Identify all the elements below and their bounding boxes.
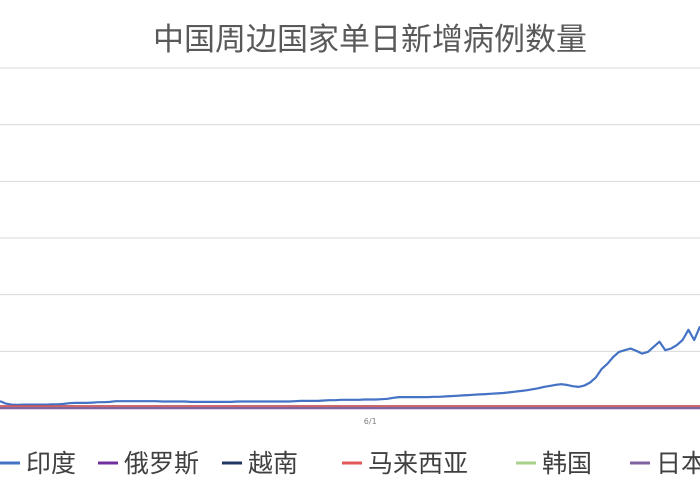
legend-label-5: 日本 — [656, 449, 700, 478]
legend: 印度 俄罗斯 越南 马来西亚 韩国 日本 — [0, 449, 700, 478]
series-lines — [0, 325, 700, 410]
legend-label-4: 韩国 — [542, 449, 592, 478]
legend-label-1: 俄罗斯 — [124, 449, 199, 478]
x-tick-labels: 6/1 — [364, 417, 377, 426]
chart-title: 中国周边国家单日新增病例数量 — [153, 22, 587, 58]
legend-label-0: 印度 — [26, 449, 76, 478]
x-tick-label: 6/1 — [364, 417, 377, 426]
legend-label-2: 越南 — [248, 449, 298, 478]
legend-label-3: 马来西亚 — [368, 449, 468, 478]
series-line-0 — [0, 325, 700, 406]
gridlines — [0, 67, 700, 409]
